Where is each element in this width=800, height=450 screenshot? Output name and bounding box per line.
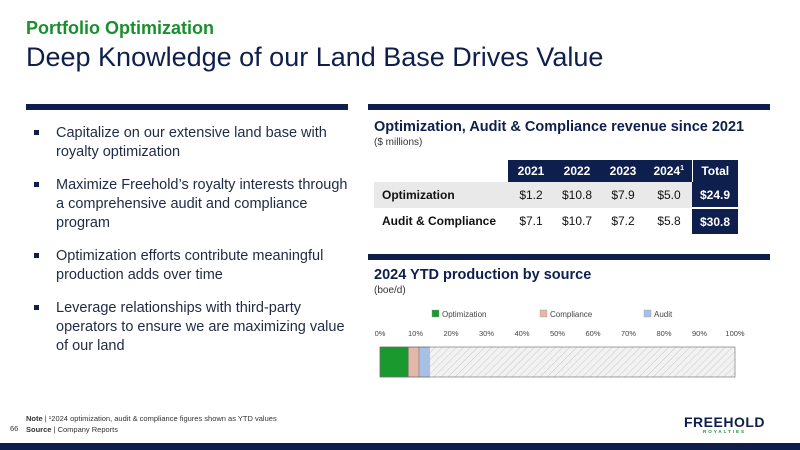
page-number: 66	[10, 424, 19, 433]
source-line: Source | Company Reports	[26, 424, 277, 435]
x-tick-label: 10%	[408, 329, 423, 338]
chart-title: 2024 YTD production by source	[374, 267, 592, 283]
note-line: Note | ¹2024 optimization, audit & compl…	[26, 413, 277, 424]
x-tick-label: 30%	[479, 329, 494, 338]
x-tick-label: 80%	[656, 329, 671, 338]
logo-main-text: FREEHOLD	[684, 414, 765, 430]
x-tick-label: 40%	[514, 329, 529, 338]
revenue-table: 2021 2022 2023 20241 Total Optimization …	[374, 160, 738, 234]
x-tick-label: 100%	[725, 329, 745, 338]
bar-segment	[408, 346, 420, 378]
table-cell: $5.0	[646, 182, 692, 208]
bar-segment	[429, 347, 735, 377]
production-chart: Optimization Compliance Audit 0% 10% 20% 30% 40…	[375, 309, 745, 378]
bullet-list: Capitalize on our extensive land base wi…	[30, 124, 350, 370]
bullet-text: Leverage relationships with third-party …	[56, 300, 345, 354]
bullet-text: Maximize Freehold’s royalty interests th…	[56, 177, 348, 231]
divider-left	[26, 104, 348, 110]
table-header-cell: Total	[691, 160, 738, 182]
row-label: Optimization	[374, 182, 508, 208]
section-title: Portfolio Optimization	[26, 18, 214, 38]
bullet-square-icon	[34, 182, 39, 187]
table-cell: $10.8	[554, 182, 600, 208]
legend-swatch	[539, 309, 548, 318]
revenue-table-title: Optimization, Audit & Compliance revenue…	[374, 119, 745, 135]
table-cell: $10.7	[561, 214, 593, 228]
chart-units: (boe/d)	[374, 285, 406, 296]
total-cell: $24.9	[692, 182, 738, 209]
table-cell: $7.1	[519, 214, 543, 228]
legend-label: Optimization	[442, 310, 486, 319]
revenue-table-units: ($ millions)	[374, 137, 423, 148]
table-cell: $1.2	[508, 182, 554, 208]
table-cell: $7.2	[611, 214, 635, 228]
bullet-item: Capitalize on our extensive land base wi…	[30, 124, 350, 162]
row-label: Audit & Compliance	[382, 214, 497, 228]
divider-right-top	[368, 104, 770, 110]
bullet-item: Leverage relationships with third-party …	[30, 299, 350, 356]
footnote: Note | ¹2024 optimization, audit & compl…	[26, 413, 277, 435]
table-header-cell: 2021	[508, 160, 554, 182]
x-tick-label: 60%	[585, 329, 600, 338]
table-header-blank	[374, 160, 508, 182]
note-label: Note	[26, 414, 43, 423]
x-tick-label: 50%	[550, 329, 565, 338]
freehold-logo: FREEHOLD ROYALTIES	[684, 414, 765, 434]
x-tick-label: 0%	[375, 329, 386, 338]
table-cell: $5.8	[657, 214, 681, 228]
legend-label: Audit	[654, 310, 673, 319]
source-label: Source	[26, 425, 52, 434]
table-header-cell: 2022	[554, 160, 600, 182]
bullet-item: Optimization efforts contribute meaningf…	[30, 247, 350, 285]
divider-right-mid	[368, 254, 770, 260]
bullet-square-icon	[34, 253, 39, 258]
logo-sub-text: ROYALTIES	[702, 429, 746, 434]
bullet-text: Optimization efforts contribute meaningf…	[56, 248, 324, 283]
bar-segment	[379, 346, 409, 378]
bar-segment	[418, 346, 430, 378]
legend-label: Compliance	[550, 310, 593, 319]
x-tick-label: 20%	[443, 329, 458, 338]
note-text: | ¹2024 optimization, audit & compliance…	[44, 414, 277, 423]
table-row: Optimization $1.2 $10.8 $7.9 $5.0 $24.9	[374, 182, 738, 209]
legend-swatch	[643, 309, 652, 318]
table-row: Audit & Compliance $7.1 $10.7 $7.2 $5.8 …	[374, 208, 738, 234]
header-year-text: 2024	[653, 164, 681, 178]
legend-swatch	[431, 309, 440, 318]
bar-outline	[379, 346, 736, 378]
table-header-cell: 2023	[600, 160, 646, 182]
table-header-cell: 20241	[646, 160, 692, 182]
x-tick-label: 70%	[621, 329, 636, 338]
bullet-square-icon	[34, 130, 39, 135]
total-cell: $30.8	[692, 208, 738, 234]
table-header-row: 2021 2022 2023 20241 Total	[374, 160, 738, 182]
bullet-square-icon	[34, 305, 39, 310]
footnote-marker: 1	[680, 165, 685, 172]
page-title: Deep Knowledge of our Land Base Drives V…	[26, 42, 604, 72]
footer-bar	[0, 443, 800, 450]
bullet-text: Capitalize on our extensive land base wi…	[56, 125, 327, 160]
source-text: | Company Reports	[53, 425, 119, 434]
table-cell: $7.9	[600, 182, 646, 208]
x-tick-label: 90%	[692, 329, 707, 338]
bullet-item: Maximize Freehold’s royalty interests th…	[30, 176, 350, 233]
